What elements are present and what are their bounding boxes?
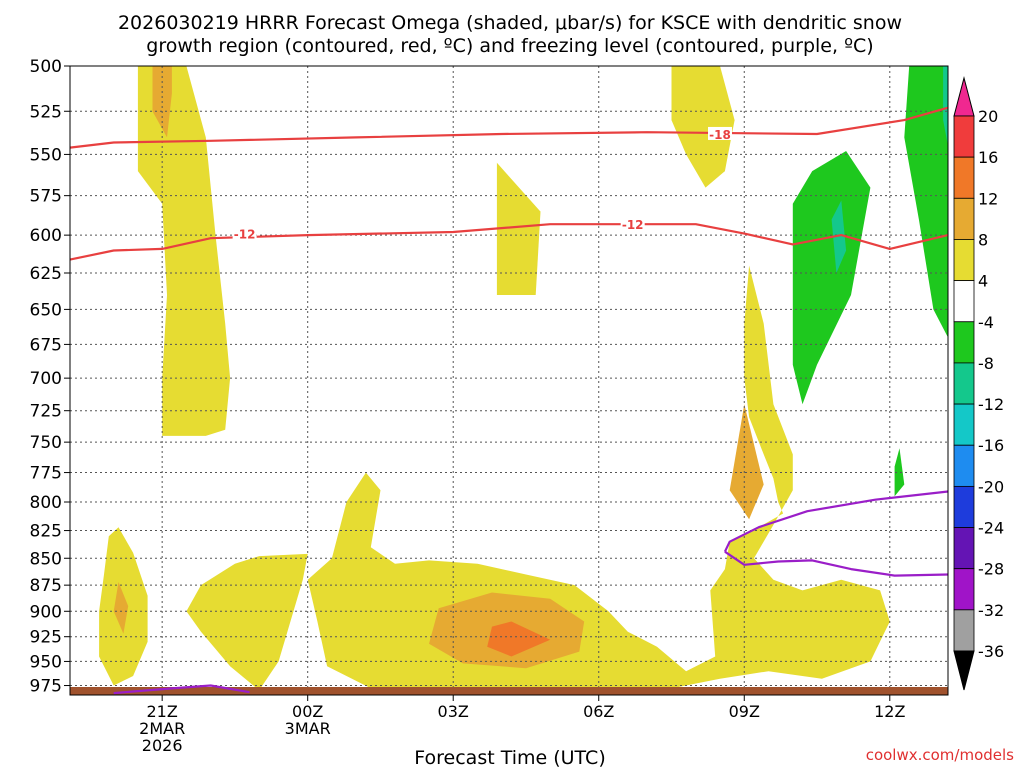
omega-region-4	[186, 553, 308, 691]
plot-frame	[69, 65, 949, 696]
colorbar-label: 20	[978, 107, 998, 126]
omega-region-13	[904, 66, 948, 338]
x-axis-label: Forecast Time (UTC)	[414, 747, 605, 768]
y-tick-label: 500	[30, 57, 62, 77]
contour-lines: -18 -12 -12	[69, 106, 949, 695]
contour-line-1	[69, 223, 949, 261]
y-tick-label: 825	[30, 522, 62, 542]
omega-region-14	[943, 66, 948, 146]
colorbar-segment	[953, 321, 975, 364]
ground-surface	[70, 687, 948, 695]
omega-region-7	[487, 621, 551, 657]
omega-region-0	[137, 66, 231, 436]
omega-region-9	[671, 66, 735, 188]
contour-label: -12	[622, 218, 644, 232]
credit-text: coolwx.com/models	[866, 746, 1014, 764]
colorbar-bottom-arrow	[953, 650, 975, 691]
colorbar-segment	[953, 403, 975, 446]
contour-line-2	[723, 490, 949, 553]
x-tick-label: 3MAR	[285, 719, 331, 738]
chart-title-line1: 2026030219 HRRR Forecast Omega (shaded, …	[118, 12, 902, 34]
colorbar-segment	[953, 527, 975, 570]
omega-region-8	[496, 162, 541, 295]
contour-line-4	[113, 684, 250, 695]
colorbar-label: -16	[978, 436, 1004, 455]
x-tick-label: 12Z	[874, 702, 905, 721]
colorbar-segment	[953, 485, 975, 528]
colorbar-label: -32	[978, 601, 1004, 620]
y-tick-label: 850	[30, 549, 62, 569]
colorbar-label: -20	[978, 477, 1004, 496]
colorbar-label: -36	[978, 642, 1004, 661]
colorbar: 20 16 12 8 4 -4 -8 -12 -16 -20 -24 -28 -32 -36	[953, 76, 1004, 691]
omega-region-11	[792, 151, 871, 405]
colorbar-segment	[953, 280, 975, 323]
x-tick-label: 2MAR	[139, 719, 185, 738]
y-tick-label: 650	[30, 300, 62, 320]
x-tick-label: 00Z	[292, 702, 323, 721]
colorbar-label: 12	[978, 189, 998, 208]
y-tick-label: 900	[30, 602, 62, 622]
contour-label: -18	[709, 128, 731, 142]
y-tick-label: 575	[30, 187, 62, 207]
y-tick-label: 700	[30, 369, 62, 389]
colorbar-label: -12	[978, 395, 1004, 414]
contour-label: -12	[234, 228, 256, 242]
omega-region-10	[729, 404, 764, 520]
colorbar-segment	[953, 609, 975, 652]
contour-label-bg	[620, 217, 645, 231]
x-tick-label: 09Z	[729, 702, 760, 721]
y-tick-label: 725	[30, 402, 62, 422]
colorbar-label: 16	[978, 148, 998, 167]
colorbar-segment	[953, 362, 975, 405]
colorbar-segment	[953, 444, 975, 487]
x-tick-label: 03Z	[438, 702, 469, 721]
y-tick-label: 950	[30, 652, 62, 672]
omega-region-12	[831, 200, 847, 273]
y-tick-label: 925	[30, 628, 62, 648]
y-tick-label: 550	[30, 145, 62, 165]
colorbar-label: -8	[978, 354, 994, 373]
colorbar-label: -28	[978, 560, 1004, 579]
colorbar-segment	[953, 115, 975, 158]
y-tick-label: 525	[30, 102, 62, 122]
colorbar-label: 8	[978, 230, 988, 249]
x-tick-label: 06Z	[583, 702, 614, 721]
contour-label-bg	[232, 226, 257, 240]
contour-line-3	[724, 550, 949, 577]
y-tick-label: 675	[30, 335, 62, 355]
plot-area: -18 -12 -12 500 525 550 575 600 625 650 675 700 725…	[30, 57, 949, 755]
omega-region-3	[113, 582, 129, 634]
y-tick-label: 625	[30, 264, 62, 284]
colorbar-segment	[953, 197, 975, 240]
x-tick-label: 21Z	[147, 702, 178, 721]
colorbar-segment	[953, 156, 975, 199]
y-tick-label: 750	[30, 433, 62, 453]
colorbar-segment	[953, 568, 975, 611]
chart-title-line2: growth region (contoured, red, ºC) and f…	[146, 35, 873, 57]
y-tick-label: 800	[30, 493, 62, 513]
colorbar-label: -24	[978, 519, 1004, 538]
colorbar-segment	[953, 239, 975, 282]
contour-line-0	[69, 106, 949, 149]
omega-region-15	[894, 448, 905, 497]
y-tick-label: 975	[30, 677, 62, 697]
y-tick-label: 600	[30, 226, 62, 246]
x-tick-label: 2026	[142, 736, 183, 755]
contour-label-bg	[708, 126, 733, 140]
y-tick-label: 875	[30, 576, 62, 596]
y-tick-label: 775	[30, 464, 62, 484]
colorbar-label: 4	[978, 272, 988, 291]
y-axis: 500 525 550 575 600 625 650 675 700 725 750 775 800 8…	[30, 57, 70, 697]
colorbar-label: -4	[978, 313, 994, 332]
